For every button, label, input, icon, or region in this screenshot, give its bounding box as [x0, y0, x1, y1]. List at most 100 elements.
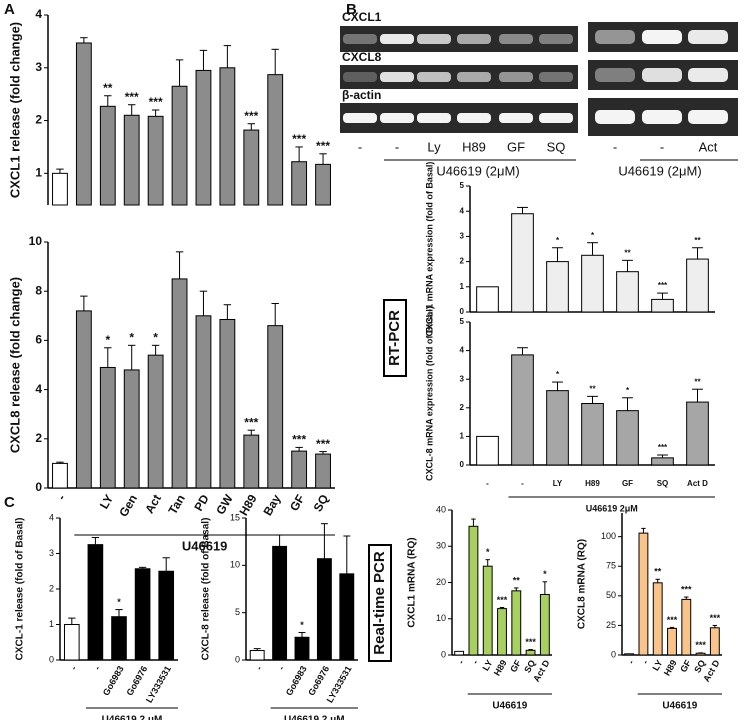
- y-tick-label: 2: [460, 403, 465, 412]
- y-tick-label: 5: [460, 181, 465, 190]
- y-tick-label: 4: [460, 346, 465, 355]
- bar: [52, 172, 68, 206]
- x-tick-label: LY: [553, 479, 563, 488]
- y-axis-label: CXCL1 mRNA (RQ): [407, 537, 418, 627]
- x-tick-label: GF: [678, 658, 693, 674]
- gel-band: [642, 110, 682, 124]
- gel-band: [343, 113, 377, 123]
- bar: [686, 258, 709, 313]
- bar: [195, 69, 212, 206]
- significance: *: [626, 386, 630, 395]
- significance: ***: [667, 615, 678, 625]
- y-tick-label: 0: [611, 649, 616, 659]
- y-tick-label: 100: [601, 531, 616, 541]
- y-tick-label: 10: [230, 560, 240, 570]
- gel-band: [688, 30, 728, 44]
- bar: [497, 608, 507, 656]
- y-axis-label: CXCL-8 release (fold of Basal): [201, 518, 212, 661]
- x-tick-label: Go6976: [306, 664, 331, 697]
- y-tick-label: 4: [35, 382, 42, 396]
- y-axis-label: CXCL1 release (fold change): [7, 22, 22, 198]
- significance: *: [129, 330, 134, 344]
- y-tick-label: 1: [460, 432, 465, 441]
- lane-label: Ly: [427, 139, 441, 154]
- y-tick-label: 20: [436, 577, 446, 587]
- x-tick-label: LY: [650, 658, 664, 672]
- lane-label: -: [358, 139, 362, 154]
- chart: 0 10 20 30 40 CXCL1 mRNA (RQ) - - * LY *** H89 ** GF *…: [407, 504, 552, 712]
- y-tick-label: 10: [29, 234, 43, 248]
- bar: [134, 568, 151, 661]
- gel-band: [642, 30, 682, 44]
- x-tick-label: -: [521, 479, 524, 488]
- bar: [315, 163, 331, 206]
- y-tick-label: 15: [230, 512, 240, 522]
- bar: [546, 390, 569, 466]
- gel-band: [417, 113, 451, 123]
- significance: ***: [125, 90, 139, 104]
- x-tick-label: Go6976: [124, 664, 149, 697]
- bar: [123, 369, 140, 489]
- x-tick-label: LY: [480, 658, 494, 672]
- bar: [294, 636, 310, 661]
- section-label: Real-time PCR: [371, 551, 388, 655]
- y-tick-label: 4: [49, 512, 54, 522]
- gel-band: [380, 72, 414, 82]
- chart: 0 2 4 6 8 10 CXCL8 release (fold change) - * LY * G…: [7, 234, 335, 553]
- y-tick-label: 10: [436, 613, 446, 623]
- lane-label: GF: [507, 139, 525, 154]
- y-tick-label: 2: [35, 113, 42, 127]
- bar: [75, 310, 92, 489]
- x-tick-label: -: [254, 664, 264, 672]
- bar: [291, 161, 308, 206]
- x-tick-label: Tan: [166, 492, 188, 517]
- x-tick-label: Act: [142, 492, 164, 516]
- gel-band: [688, 110, 728, 124]
- x-tick-label: Go6983: [101, 664, 126, 697]
- y-tick-label: 2: [49, 583, 54, 593]
- section-label: RT-PCR: [386, 310, 403, 366]
- bar: [195, 315, 212, 489]
- bar: [476, 435, 499, 466]
- gel-band: [499, 113, 533, 123]
- y-tick-label: 3: [460, 232, 465, 241]
- y-tick-label: 25: [606, 620, 616, 630]
- x-tick-label: -: [54, 492, 68, 502]
- significance: *: [543, 569, 547, 579]
- y-tick-label: 4: [460, 206, 465, 215]
- significance: **: [694, 377, 701, 386]
- y-tick-label: 1: [35, 166, 42, 180]
- bar: [482, 565, 493, 656]
- x-tick-label: SQ: [311, 492, 332, 514]
- y-tick-label: 4: [35, 7, 42, 21]
- significance: ***: [695, 640, 706, 650]
- y-tick-label: 30: [436, 541, 446, 551]
- gel-row-label: β-actin: [342, 88, 381, 102]
- y-tick-label: 3: [49, 548, 54, 558]
- gel-band: [539, 113, 573, 123]
- panel-label: A: [4, 1, 15, 18]
- x-tick-label: -: [456, 658, 466, 666]
- lane-label: -: [660, 139, 664, 154]
- gel-band: [595, 68, 635, 82]
- x-tick-label: H89: [492, 658, 509, 677]
- bar: [539, 593, 550, 656]
- y-tick-label: 8: [35, 283, 42, 297]
- significance: ***: [292, 433, 306, 447]
- significance: **: [513, 575, 521, 585]
- bar: [171, 85, 188, 206]
- y-axis-label: CXCL8 release (fold change): [7, 277, 22, 453]
- group-label: U46619: [662, 701, 697, 712]
- x-tick-label: -: [486, 479, 489, 488]
- y-axis-label: CXCL8 mRNA (RQ): [577, 539, 588, 629]
- x-tick-label: -: [626, 658, 636, 666]
- lane-label: Act: [699, 139, 718, 154]
- bar: [316, 558, 332, 661]
- significance: ***: [244, 109, 258, 123]
- significance: ***: [658, 281, 668, 290]
- bar: [158, 570, 175, 661]
- section-box: [383, 299, 407, 377]
- y-tick-label: 50: [606, 590, 616, 600]
- bar: [111, 616, 127, 661]
- bar: [511, 354, 534, 466]
